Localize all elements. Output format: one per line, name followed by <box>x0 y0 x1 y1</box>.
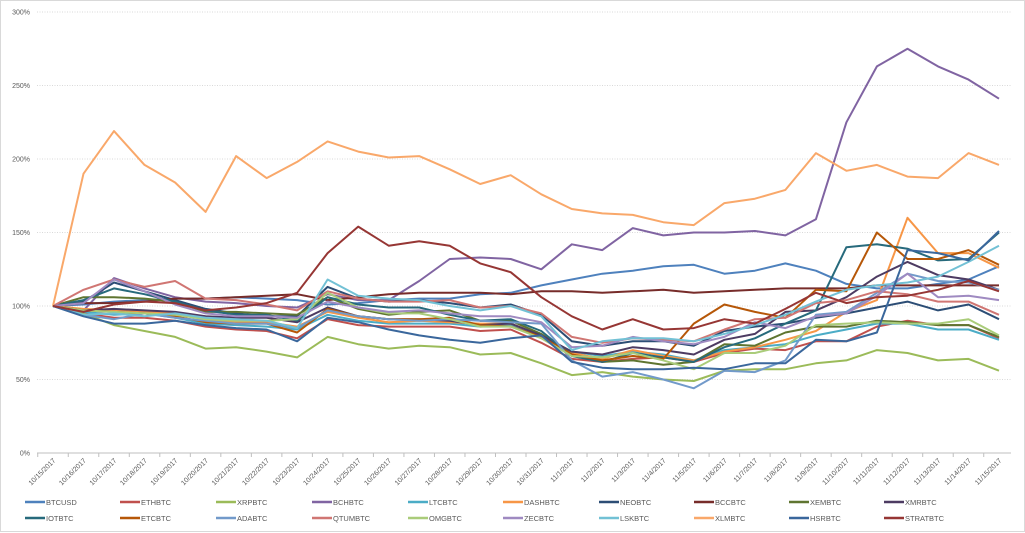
x-tick-label: 11/1/2017 <box>550 457 577 484</box>
legend-item-qtumbtc[interactable]: QTUMBTC <box>312 514 371 523</box>
x-tick-label: 11/3/2017 <box>611 457 638 484</box>
legend-item-stratbtc[interactable]: STRATBTC <box>884 514 945 523</box>
legend-item-neobtc[interactable]: NEOBTC <box>599 498 652 507</box>
legend-item-adabtc[interactable]: ADABTC <box>216 514 268 523</box>
legend-label: QTUMBTC <box>333 514 371 523</box>
plot-area <box>52 47 1000 390</box>
x-tick-label: 10/19/2017 <box>150 457 180 487</box>
legend-item-bccbtc[interactable]: BCCBTC <box>694 498 746 507</box>
legend-item-ltcbtc[interactable]: LTCBTC <box>408 498 458 507</box>
legend-item-etcbtc[interactable]: ETCBTC <box>120 514 172 523</box>
x-tick-label: 10/23/2017 <box>272 457 302 487</box>
x-tick-label: 10/31/2017 <box>516 457 546 487</box>
legend-label: XMRBTC <box>905 498 937 507</box>
legend-item-hsrbtc[interactable]: HSRBTC <box>789 514 841 523</box>
legend-item-xlmbtc[interactable]: XLMBTC <box>694 514 746 523</box>
series-line-iotbtc[interactable] <box>52 231 1000 363</box>
series-line-xmrbtc[interactable] <box>52 260 1000 356</box>
x-tick-label: 10/24/2017 <box>302 457 332 487</box>
x-tick-label: 10/28/2017 <box>424 457 454 487</box>
y-tick-label: 250% <box>12 83 30 90</box>
legend-item-xembtc[interactable]: XEMBTC <box>789 498 842 507</box>
x-tick-label: 11/2/2017 <box>580 457 607 484</box>
series-line-hsrbtc[interactable] <box>52 230 1000 371</box>
legend-label: ADABTC <box>237 514 268 523</box>
x-axis: 10/15/2017 10/16/2017 10/17/2017 10/18/2017… <box>28 452 1011 487</box>
legend-item-xmrbtc[interactable]: XMRBTC <box>884 498 937 507</box>
y-tick-label: 150% <box>12 230 30 237</box>
legend-label: LTCBTC <box>429 498 458 507</box>
legend-label: IOTBTC <box>46 514 74 523</box>
series-line-xrpbtc[interactable] <box>52 305 1000 382</box>
x-tick-label: 11/9/2017 <box>794 457 821 484</box>
legend-label: BCCBTC <box>715 498 746 507</box>
legend-item-iotbtc[interactable]: IOTBTC <box>25 514 74 523</box>
legend-label: ETHBTC <box>141 498 172 507</box>
x-tick-label: 11/6/2017 <box>702 457 729 484</box>
x-tick-label: 11/4/2017 <box>641 457 668 484</box>
series-line-omgbtc[interactable] <box>52 291 1000 371</box>
legend-label: NEOBTC <box>620 498 652 507</box>
x-tick-label: 10/15/2017 <box>28 457 58 487</box>
legend-item-bchbtc[interactable]: BCHBTC <box>312 498 364 507</box>
x-tick-label: 10/18/2017 <box>119 457 149 487</box>
x-tick-label: 10/21/2017 <box>211 457 241 487</box>
x-tick-label: 10/27/2017 <box>394 457 424 487</box>
series-line-lskbtc[interactable] <box>52 244 1000 352</box>
x-tick-label: 11/5/2017 <box>672 457 699 484</box>
legend-item-zecbtc[interactable]: ZECBTC <box>503 514 555 523</box>
legend-label: XLMBTC <box>715 514 746 523</box>
legend-label: XEMBTC <box>810 498 842 507</box>
x-tick-label: 11/11/2017 <box>852 457 881 486</box>
legend-label: ZECBTC <box>524 514 555 523</box>
legend-item-ethbtc[interactable]: ETHBTC <box>120 498 172 507</box>
legend-item-omgbtc[interactable]: OMGBTC <box>408 514 462 523</box>
legend-label: OMGBTC <box>429 514 462 523</box>
legend-label: LSKBTC <box>620 514 650 523</box>
series-line-bchbtc[interactable] <box>52 47 1000 312</box>
legend-label: BCHBTC <box>333 498 364 507</box>
y-tick-label: 50% <box>16 377 30 384</box>
y-tick-label: 100% <box>12 304 30 311</box>
y-tick-label: 300% <box>12 10 30 17</box>
series-line-xlmbtc[interactable] <box>52 130 1000 307</box>
x-tick-label: 10/29/2017 <box>455 457 485 487</box>
y-tick-label: 0% <box>20 451 30 458</box>
x-tick-label: 11/7/2017 <box>733 457 760 484</box>
x-tick-label: 11/13/2017 <box>913 457 942 486</box>
series-line-zecbtc[interactable] <box>52 272 1000 349</box>
legend-label: HSRBTC <box>810 514 841 523</box>
legend-item-lskbtc[interactable]: LSKBTC <box>599 514 650 523</box>
legend-label: DASHBTC <box>524 498 560 507</box>
x-tick-label: 10/30/2017 <box>485 457 515 487</box>
x-tick-label: 11/15/2017 <box>974 457 1003 486</box>
legend-label: ETCBTC <box>141 514 172 523</box>
legend-item-dashbtc[interactable]: DASHBTC <box>503 498 560 507</box>
y-tick-label: 200% <box>12 157 30 164</box>
legend-item-xrpbtc[interactable]: XRPBTC <box>216 498 268 507</box>
legend-label: BTCUSD <box>46 498 77 507</box>
x-tick-label: 10/22/2017 <box>241 457 271 487</box>
legend-label: XRPBTC <box>237 498 268 507</box>
x-tick-label: 10/17/2017 <box>89 457 119 487</box>
legend-item-btcusd[interactable]: BTCUSD <box>25 498 77 507</box>
x-tick-label: 10/16/2017 <box>58 457 88 487</box>
x-tick-label: 10/20/2017 <box>180 457 210 487</box>
x-tick-label: 11/10/2017 <box>821 457 850 486</box>
series-line-stratbtc[interactable] <box>52 225 1000 331</box>
series-line-adabtc[interactable] <box>52 272 1000 390</box>
legend: BTCUSD ETHBTC XRPBTC BCHBTC LTCBTC DASHBTC NEO… <box>25 498 945 523</box>
x-tick-label: 10/26/2017 <box>363 457 393 487</box>
x-tick-label: 11/12/2017 <box>883 457 912 486</box>
legend-label: STRATBTC <box>905 514 945 523</box>
x-tick-label: 11/8/2017 <box>763 457 790 484</box>
x-tick-label: 10/25/2017 <box>333 457 363 487</box>
y-axis: 0% 50% 100% 150% 200% 250% 300% <box>12 10 30 458</box>
x-tick-label: 11/14/2017 <box>944 457 973 486</box>
